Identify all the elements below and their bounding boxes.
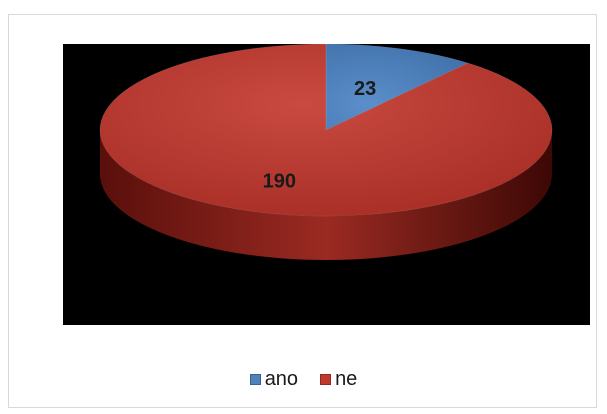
data-label-ne: 190 <box>263 170 296 192</box>
pie-chart: 23 190 <box>99 43 553 260</box>
pie-top-face <box>99 43 553 217</box>
legend-swatch-ne <box>320 373 332 385</box>
legend-swatch-ano <box>249 373 261 385</box>
legend-label-ne: ne <box>335 367 358 390</box>
pie-slice-ano <box>325 43 469 131</box>
pie-side-wall <box>100 130 552 260</box>
legend-item-ano: ano <box>249 367 299 391</box>
pie-slice-ne <box>99 43 553 217</box>
pie-side-wall-ne <box>100 130 552 260</box>
legend-label-ano: ano <box>264 367 299 390</box>
plot-area: 23 190 <box>63 43 590 325</box>
legend-item-ne: ne <box>320 368 357 391</box>
data-label-ano: 23 <box>354 78 376 100</box>
legend: ano ne <box>0 366 607 392</box>
pie-data-labels: 23 190 <box>263 78 377 192</box>
